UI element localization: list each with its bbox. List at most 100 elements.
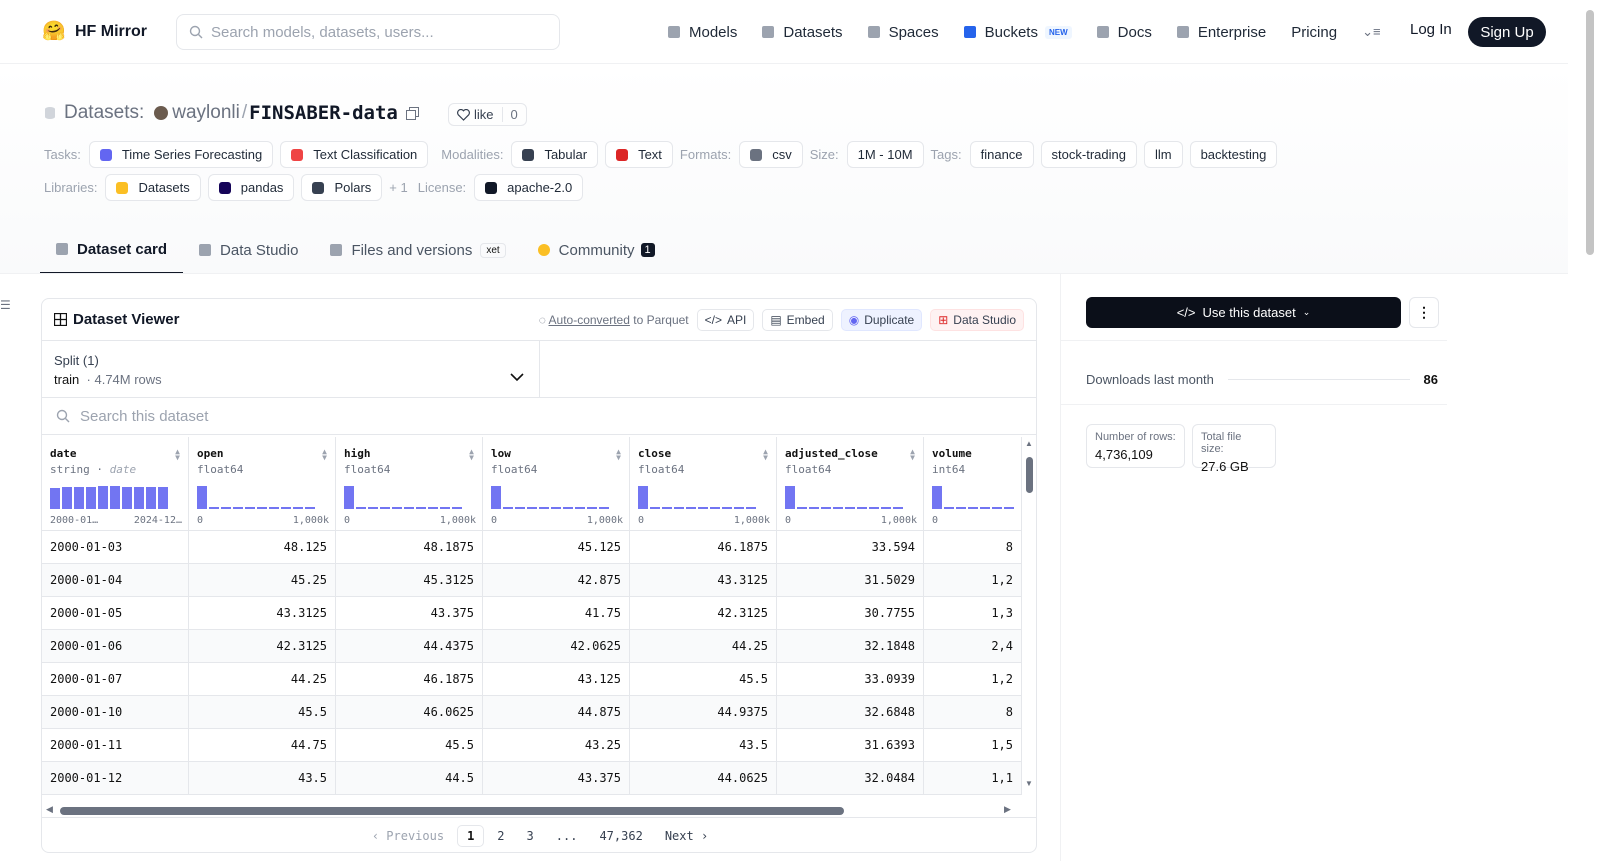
table-cell[interactable]: 42.3125 — [630, 597, 777, 629]
table-cell[interactable]: 44.25 — [630, 630, 777, 662]
more-options-button[interactable]: ⋮ — [1409, 297, 1439, 328]
topic-tag[interactable]: backtesting — [1189, 141, 1278, 168]
data-studio-button[interactable]: ⊞ Data Studio — [930, 308, 1024, 331]
tab-dataset-card[interactable]: Dataset card — [40, 226, 184, 274]
table-cell[interactable]: 2000-01-07 — [42, 663, 189, 695]
table-cell[interactable]: 2000-01-11 — [42, 729, 189, 761]
table-cell[interactable]: 46.0625 — [336, 696, 483, 728]
datasets-label[interactable]: Datasets: — [64, 102, 145, 123]
table-cell[interactable]: 31.6393 — [777, 729, 924, 761]
format-tag[interactable]: csv — [739, 141, 803, 168]
table-cell[interactable]: 43.5 — [189, 762, 336, 794]
table-cell[interactable]: 1,3 — [924, 597, 1022, 629]
size-tag[interactable]: 1M - 10M — [846, 141, 924, 168]
table-cell[interactable]: 45.125 — [483, 531, 630, 563]
table-cell[interactable]: 43.3125 — [630, 564, 777, 596]
nav-link-models[interactable]: Models — [668, 24, 737, 41]
table-cell[interactable]: 45.5 — [630, 663, 777, 695]
libraries-more-link[interactable]: + 1 — [389, 180, 408, 195]
table-cell[interactable]: 43.375 — [483, 762, 630, 794]
horizontal-scroll-thumb[interactable] — [60, 807, 844, 815]
table-cell[interactable]: 43.3125 — [189, 597, 336, 629]
table-cell[interactable]: 33.0939 — [777, 663, 924, 695]
table-cell[interactable]: 8 — [924, 531, 1022, 563]
column-header-volume[interactable]: volume int64 0 — [924, 437, 1022, 530]
nav-more-menu-icon[interactable]: ⌄≡ — [1362, 24, 1381, 39]
sort-icon[interactable]: ▲ ▼ — [469, 447, 474, 462]
table-cell[interactable]: 44.875 — [483, 696, 630, 728]
brand-logo[interactable]: 🤗 HF Mirror — [42, 20, 147, 44]
table-cell[interactable]: 48.1875 — [336, 531, 483, 563]
embed-button[interactable]: ▤ Embed — [762, 308, 833, 331]
api-button[interactable]: </> API — [696, 308, 755, 331]
table-cell[interactable]: 45.5 — [336, 729, 483, 761]
column-header-date[interactable]: date string · date ▲ ▼ 2000-01… 2024-12… — [42, 437, 189, 530]
table-cell[interactable]: 44.75 — [189, 729, 336, 761]
table-cell[interactable]: 45.25 — [189, 564, 336, 596]
table-cell[interactable]: 1,2 — [924, 564, 1022, 596]
table-cell[interactable]: 2000-01-03 — [42, 531, 189, 563]
table-cell[interactable]: 2000-01-12 — [42, 762, 189, 794]
nav-link-buckets[interactable]: Buckets NEW — [963, 24, 1072, 41]
next-page-link[interactable]: Next › — [664, 829, 709, 843]
sort-icon[interactable]: ▲ ▼ — [616, 447, 621, 462]
table-cell[interactable]: 33.594 — [777, 531, 924, 563]
auto-converted-link[interactable]: Auto-converted — [548, 312, 630, 327]
table-cell[interactable]: 2000-01-06 — [42, 630, 189, 662]
page-scrollbar[interactable] — [1586, 10, 1594, 255]
repo-owner[interactable]: waylonli — [172, 102, 240, 123]
table-cell[interactable]: 43.125 — [483, 663, 630, 695]
table-cell[interactable]: 32.0484 — [777, 762, 924, 794]
table-cell[interactable]: 48.125 — [189, 531, 336, 563]
license-tag[interactable]: apache-2.0 — [474, 174, 584, 201]
scroll-down-icon[interactable]: ▼ — [1025, 779, 1033, 788]
table-cell[interactable]: 42.875 — [483, 564, 630, 596]
nav-link-docs[interactable]: Docs — [1096, 24, 1152, 41]
page-link[interactable]: 47,362 — [599, 829, 643, 843]
repo-name[interactable]: FINSABER-data — [249, 102, 398, 124]
previous-page-link[interactable]: ‹ Previous — [371, 829, 445, 843]
table-cell[interactable]: 30.7755 — [777, 597, 924, 629]
table-cell[interactable]: 44.25 — [189, 663, 336, 695]
table-cell[interactable]: 32.1848 — [777, 630, 924, 662]
table-cell[interactable]: 2000-01-10 — [42, 696, 189, 728]
login-link[interactable]: Log In — [1410, 21, 1452, 38]
page-link[interactable]: 1 — [457, 825, 485, 847]
table-cell[interactable]: 1,2 — [924, 663, 1022, 695]
topic-tag[interactable]: stock-trading — [1040, 141, 1137, 168]
modality-tag[interactable]: Tabular — [511, 141, 599, 168]
table-cell[interactable]: 43.5 — [630, 729, 777, 761]
table-cell[interactable]: 2000-01-05 — [42, 597, 189, 629]
like-button[interactable]: like 0 — [448, 103, 527, 126]
use-this-dataset-button[interactable]: </> Use this dataset ⌄ — [1086, 297, 1401, 328]
table-cell[interactable]: 46.1875 — [336, 663, 483, 695]
vertical-scrollbar[interactable]: ▲ ▼ — [1021, 437, 1036, 797]
column-header-low[interactable]: low float64 ▲ ▼ 0 1,000k — [483, 437, 630, 530]
topic-tag[interactable]: finance — [969, 141, 1034, 168]
modality-tag[interactable]: Text — [605, 141, 673, 168]
table-cell[interactable]: 8 — [924, 696, 1022, 728]
table-cell[interactable]: 1,5 — [924, 729, 1022, 761]
library-tag[interactable]: pandas — [207, 174, 295, 201]
scroll-up-icon[interactable]: ▲ — [1025, 439, 1033, 448]
task-tag[interactable]: Time Series Forecasting — [88, 141, 274, 168]
library-tag[interactable]: Polars — [301, 174, 383, 201]
table-cell[interactable]: 45.5 — [189, 696, 336, 728]
global-search-input[interactable]: Search models, datasets, users... — [176, 14, 560, 50]
sort-icon[interactable]: ▲ ▼ — [322, 447, 327, 462]
avatar[interactable] — [154, 106, 169, 120]
library-tag[interactable]: Datasets — [105, 174, 201, 201]
nav-link-pricing[interactable]: Pricing — [1291, 24, 1337, 41]
tab-files-and-versions[interactable]: Files and versions xet — [314, 226, 521, 274]
tab-data-studio[interactable]: Data Studio — [183, 226, 314, 274]
menu-icon[interactable]: ☰ — [0, 298, 11, 312]
chevron-down-icon[interactable] — [510, 373, 524, 382]
scroll-right-icon[interactable]: ▶ — [1004, 804, 1011, 814]
split-selector[interactable]: Split (1) train · 4.74M rows — [42, 341, 1036, 398]
table-cell[interactable]: 44.4375 — [336, 630, 483, 662]
column-header-high[interactable]: high float64 ▲ ▼ 0 1,000k — [336, 437, 483, 530]
table-cell[interactable]: 46.1875 — [630, 531, 777, 563]
table-cell[interactable]: 43.375 — [336, 597, 483, 629]
copy-icon[interactable] — [405, 106, 419, 120]
dataset-search-input[interactable]: Search this dataset — [42, 398, 1036, 435]
